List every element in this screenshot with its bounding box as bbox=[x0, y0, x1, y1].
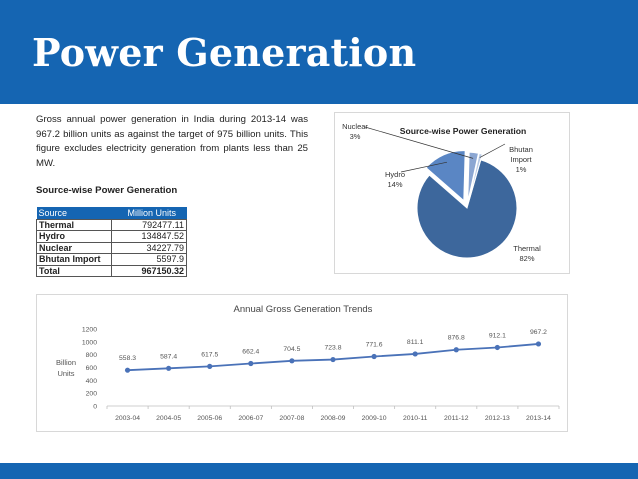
slide-title: Power Generation bbox=[32, 30, 417, 75]
data-point bbox=[248, 360, 254, 367]
pie-leader-nuclear bbox=[364, 126, 474, 159]
y-tick-label: 200 bbox=[86, 391, 98, 398]
data-label: 587.4 bbox=[160, 353, 177, 360]
data-label: 771.6 bbox=[366, 341, 383, 348]
table-header-row: Source Million Units bbox=[36, 207, 187, 219]
data-label: 662.4 bbox=[242, 348, 259, 355]
pie-title: Source-wise Power Generation bbox=[400, 126, 527, 136]
table-total-row: Total 967150.32 bbox=[36, 264, 188, 277]
pie-label-bhutan-import: Bhutan bbox=[509, 145, 533, 154]
x-tick-label: 2003-04 bbox=[115, 415, 140, 422]
line-chart: Annual Gross Generation Trends Billion Uni… bbox=[56, 304, 560, 422]
y-tick-label: 1200 bbox=[82, 327, 97, 334]
y-tick-label: 400 bbox=[86, 378, 98, 385]
data-label: 876.8 bbox=[448, 335, 465, 342]
y-tick-label: 1000 bbox=[82, 339, 97, 346]
table-row: Thermal 792477.11 bbox=[36, 218, 188, 231]
data-label: 967.2 bbox=[530, 329, 547, 336]
x-tick-label: 2008-09 bbox=[321, 415, 346, 422]
data-label: 811.1 bbox=[407, 339, 424, 346]
table-row: Hydro 134847.52 bbox=[36, 230, 188, 243]
table-caption: Source-wise Power Generation bbox=[36, 185, 178, 196]
x-tick-label: 2011-12 bbox=[444, 415, 469, 422]
y-axis-label: Billion bbox=[56, 358, 76, 367]
x-tick-label: 2004-05 bbox=[156, 415, 181, 422]
y-axis-label-2: Units bbox=[57, 369, 74, 378]
header-source: Source bbox=[36, 207, 112, 219]
total-label: Total bbox=[36, 264, 112, 277]
table-row: Bhutan Import 5597.9 bbox=[36, 253, 188, 266]
x-tick-label: 2009-10 bbox=[362, 415, 387, 422]
row-value: 792477.11 bbox=[110, 218, 188, 231]
row-value: 34227.79 bbox=[110, 241, 188, 254]
x-tick-label: 2012-13 bbox=[485, 415, 510, 422]
y-tick-label: 0 bbox=[93, 404, 97, 411]
pie-value-thermal: 82% bbox=[519, 254, 534, 263]
y-tick-label: 600 bbox=[86, 365, 98, 372]
data-label: 704.5 bbox=[283, 346, 300, 353]
data-label: 912.1 bbox=[489, 332, 506, 339]
data-point bbox=[494, 344, 500, 351]
pie-slice-hydro bbox=[425, 150, 466, 202]
pie-label-thermal: Thermal bbox=[513, 244, 541, 253]
x-tick-label: 2007-08 bbox=[279, 415, 304, 422]
data-point bbox=[535, 341, 542, 347]
pie-slice-nuclear bbox=[467, 151, 480, 203]
line-chart-panel: Annual Gross Generation Trends Billion Uni… bbox=[36, 294, 568, 432]
data-point bbox=[412, 351, 418, 357]
row-source: Bhutan Import bbox=[36, 253, 112, 266]
x-tick-label: 2006-07 bbox=[238, 415, 263, 422]
data-point bbox=[330, 356, 336, 363]
row-source: Nuclear bbox=[36, 241, 112, 254]
pie-slice-bhutan-import bbox=[467, 152, 483, 203]
line-chart-title: Annual Gross Generation Trends bbox=[234, 304, 373, 315]
data-point bbox=[371, 353, 377, 360]
data-point bbox=[289, 358, 295, 364]
data-label: 617.5 bbox=[201, 351, 218, 358]
row-source: Thermal bbox=[36, 218, 112, 231]
pie-chart-panel: Source-wise Power Generation Thermal 82% Hy… bbox=[334, 112, 570, 274]
pie-value-nuclear: 3% bbox=[350, 132, 361, 141]
row-source: Hydro bbox=[36, 230, 112, 243]
data-label: 558.3 bbox=[119, 355, 136, 362]
data-label: 723.8 bbox=[324, 345, 341, 352]
y-tick-label: 800 bbox=[86, 352, 98, 359]
pie-label-bhutan-import-2: Import bbox=[510, 155, 532, 164]
pie-leader-hydro bbox=[400, 161, 448, 173]
data-point bbox=[124, 367, 131, 373]
footer-bar bbox=[0, 463, 638, 479]
x-tick-label: 2013-14 bbox=[526, 415, 551, 422]
pie-value-bhutan-import: 1% bbox=[516, 165, 527, 174]
pie-label-hydro: Hydro bbox=[385, 170, 405, 179]
pie-slice-thermal bbox=[416, 159, 518, 259]
table-row: Nuclear 34227.79 bbox=[36, 241, 188, 254]
pie-leader-bhutan-import bbox=[479, 143, 506, 158]
title-bar: Power Generation bbox=[0, 0, 638, 104]
x-tick-label: 2010-11 bbox=[403, 415, 428, 422]
data-point bbox=[166, 365, 172, 371]
x-tick-label: 2005-06 bbox=[197, 415, 222, 422]
pie-value-hydro: 14% bbox=[387, 180, 402, 189]
total-value: 967150.32 bbox=[110, 264, 188, 277]
header-million-units: Million Units bbox=[111, 207, 187, 219]
data-point bbox=[207, 363, 213, 369]
data-point bbox=[453, 347, 459, 353]
intro-paragraph: Gross annual power generation in India d… bbox=[36, 114, 308, 169]
generation-table: Source Million Units Thermal 792477.11 H… bbox=[36, 207, 188, 277]
row-value: 5597.9 bbox=[110, 253, 188, 266]
pie-label-nuclear: Nuclear bbox=[342, 122, 368, 131]
row-value: 134847.52 bbox=[110, 230, 188, 243]
